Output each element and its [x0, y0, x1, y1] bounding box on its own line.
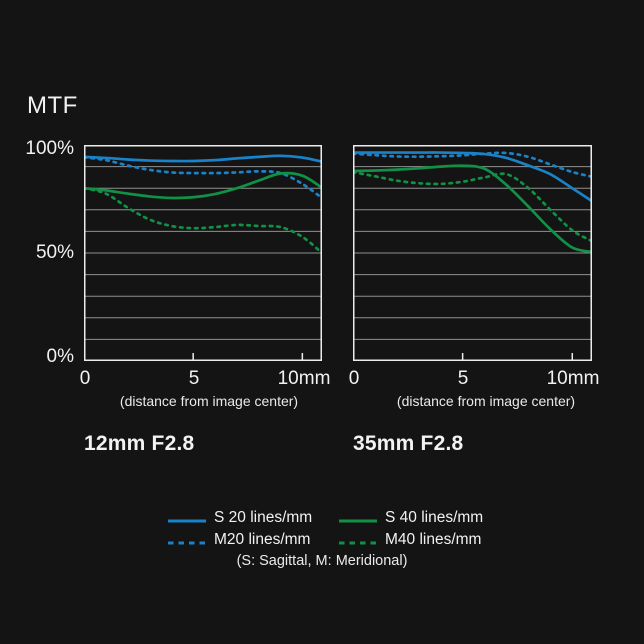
y-axis-label-0: 0% [46, 346, 74, 367]
x-tick-label: 5 [188, 368, 200, 389]
mtf-chart-35mm [353, 145, 592, 361]
y-axis-label-100: 100% [25, 138, 74, 159]
mtf-chart-12mm [84, 145, 322, 361]
legend-item-s20: S 20 lines/mm [167, 509, 320, 527]
x-tick-label: 5 [457, 368, 469, 389]
legend-row-1: S 20 lines/mm S 40 lines/mm [167, 509, 491, 527]
legend-item-s40: S 40 lines/mm [338, 509, 491, 527]
m40-line-swatch [338, 535, 378, 545]
legend-label: M40 lines/mm [385, 531, 482, 548]
s40-line-swatch [338, 513, 378, 523]
legend-note: (S: Sagittal, M: Meridional) [236, 553, 408, 569]
legend-label: S 40 lines/mm [385, 509, 484, 526]
lens-title-35mm: 35mm F2.8 [353, 432, 464, 455]
lens-title-12mm: 12mm F2.8 [84, 432, 195, 455]
x-tick-label: 0 [79, 368, 91, 389]
legend-label: M20 lines/mm [214, 531, 311, 548]
x-axis-caption-left: (distance from image center) [119, 393, 299, 409]
y-axis-label-50: 50% [35, 242, 74, 263]
m20-line-swatch [167, 535, 207, 545]
x-tick-label: 10mm [546, 368, 600, 389]
x-tick-label: 10mm [277, 368, 331, 389]
legend-item-m40: M40 lines/mm [338, 531, 491, 549]
legend-row-2: M20 lines/mm M40 lines/mm [167, 531, 491, 549]
x-axis-caption-right: (distance from image center) [396, 393, 576, 409]
page-title: MTF [27, 92, 78, 119]
x-tick-label: 0 [348, 368, 360, 389]
s20-line-swatch [167, 513, 207, 523]
legend-label: S 20 lines/mm [214, 509, 313, 526]
legend-item-m20: M20 lines/mm [167, 531, 320, 549]
